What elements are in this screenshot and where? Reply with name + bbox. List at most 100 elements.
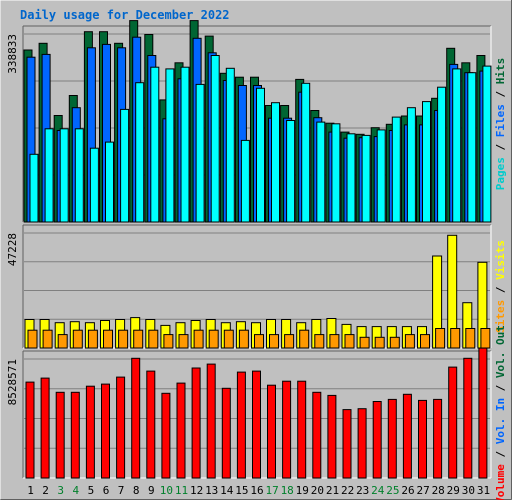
bar-volume-day-9 (146, 370, 156, 479)
bar-sites-day-16 (254, 334, 264, 349)
bar-sites-day-1 (27, 329, 38, 349)
bar-volume-day-19 (297, 380, 307, 479)
legend-files: Files (494, 104, 507, 137)
bar-volume-day-30 (463, 357, 473, 479)
panel-legend: Pages / Files / Hits (494, 58, 507, 191)
bar-pages-day-8 (135, 82, 145, 223)
legend-sites: Sites (494, 300, 507, 333)
chart-title: Daily usage for December 2022 (20, 8, 230, 22)
legend-separator: / (494, 378, 507, 398)
bar-volume-day-26 (402, 393, 412, 479)
bar-pages-day-18 (286, 120, 296, 223)
x-tick-label-14: 14 (220, 484, 234, 497)
bar-sites-day-21 (329, 334, 340, 349)
bar-pages-day-17 (271, 102, 280, 223)
panel-legend: Sites / Visits (494, 240, 507, 333)
bar-pages-day-25 (391, 116, 401, 223)
x-tick-label-20: 20 (311, 484, 324, 497)
bar-pages-day-24 (376, 129, 386, 223)
bar-sites-day-4 (72, 329, 83, 349)
legend-visits: Visits (494, 240, 507, 280)
bar-pages-day-23 (361, 134, 371, 223)
bar-pages-day-15 (240, 139, 250, 223)
bar-volume-day-8 (131, 357, 141, 479)
bar-sites-day-10 (163, 334, 174, 349)
bar-volume-day-31 (478, 347, 488, 479)
legend-hits: Hits (494, 58, 507, 85)
bar-volume-day-3 (55, 391, 65, 479)
bar-pages-day-20 (316, 121, 326, 223)
bar-pages-day-29 (452, 68, 462, 223)
x-tick-label-10: 10 (160, 484, 173, 497)
bar-pages-day-16 (256, 87, 265, 223)
bar-volume-day-22 (342, 409, 352, 479)
legend-vol-in: Vol. In (494, 398, 507, 444)
bar-volume-day-11 (176, 382, 186, 479)
x-tick-label-22: 22 (341, 484, 354, 497)
bar-volume-day-1 (25, 381, 35, 479)
bar-volume-day-29 (448, 366, 458, 479)
bar-pages-day-7 (120, 108, 130, 223)
x-tick-label-23: 23 (356, 484, 369, 497)
x-tick-label-21: 21 (326, 484, 339, 497)
bar-volume-day-16 (252, 370, 261, 479)
series-pages (29, 55, 492, 223)
x-tick-label-28: 28 (432, 484, 445, 497)
bar-volume-day-13 (206, 363, 216, 479)
bar-sites-day-19 (299, 329, 310, 349)
x-tick-label-30: 30 (462, 484, 475, 497)
bar-volume-day-7 (116, 376, 126, 479)
bar-pages-day-14 (225, 67, 235, 223)
bar-pages-day-30 (467, 72, 477, 223)
bar-sites-day-31 (480, 328, 491, 349)
bar-pages-day-27 (422, 101, 431, 223)
x-tick-label-26: 26 (401, 484, 414, 497)
panel-visits-sites: 47228 Sites / Visits (6, 224, 507, 349)
bar-volume-day-28 (433, 398, 443, 479)
x-tick-label-31: 31 (477, 484, 490, 497)
bar-pages-day-4 (74, 128, 84, 223)
bar-volume-day-10 (161, 392, 171, 479)
bar-volume-day-20 (312, 391, 322, 479)
bar-volume-day-12 (191, 367, 201, 479)
panel-max-label: 47228 (6, 233, 19, 266)
x-tick-label-18: 18 (281, 484, 294, 497)
bar-sites-day-2 (42, 329, 53, 349)
bar-pages-day-6 (105, 141, 114, 223)
bar-sites-day-8 (133, 329, 144, 349)
bar-pages-day-1 (29, 153, 39, 223)
bar-volume-day-2 (40, 377, 50, 479)
x-tick-label-19: 19 (296, 484, 309, 497)
bar-sites-day-18 (284, 334, 295, 349)
bar-sites-day-24 (374, 336, 385, 349)
legend-separator: / (494, 137, 507, 157)
legend-pages: Pages (494, 157, 507, 190)
legend-separator: / (494, 84, 507, 104)
x-tick-label-6: 6 (103, 484, 110, 497)
x-tick-label-12: 12 (190, 484, 203, 497)
x-tick-label-4: 4 (72, 484, 79, 497)
x-tick-label-7: 7 (118, 484, 125, 497)
bar-pages-day-2 (44, 128, 54, 223)
bar-pages-day-26 (406, 107, 416, 223)
x-tick-label-11: 11 (175, 484, 188, 497)
bar-volume-day-27 (418, 399, 427, 479)
bar-volume-day-15 (236, 371, 246, 479)
bar-volume-day-14 (221, 387, 231, 479)
bar-pages-day-10 (165, 68, 175, 223)
x-tick-label-5: 5 (88, 484, 95, 497)
bar-sites-day-22 (344, 334, 355, 349)
panel-max-label: 338833 (6, 34, 19, 74)
bar-sites-day-5 (87, 329, 98, 349)
bar-pages-day-28 (437, 86, 447, 223)
panel-volume: 8528571 Volume / Vol. In / Vol. Out (6, 325, 507, 500)
legend-volume: Volume (494, 464, 507, 500)
panel-max-label: 8528571 (6, 359, 19, 405)
bar-sites-day-27 (420, 334, 430, 349)
x-axis-labels: 1 2 3 4 5 6 7 8 9 10 11 12 13 14 15 16 17 18 19 20 21 22 23 24 2… (27, 484, 490, 497)
bar-sites-day-29 (450, 328, 461, 349)
x-tick-label-2: 2 (42, 484, 49, 497)
legend-vol-out: Vol. Out (494, 325, 507, 378)
bar-volume-day-24 (372, 401, 382, 479)
